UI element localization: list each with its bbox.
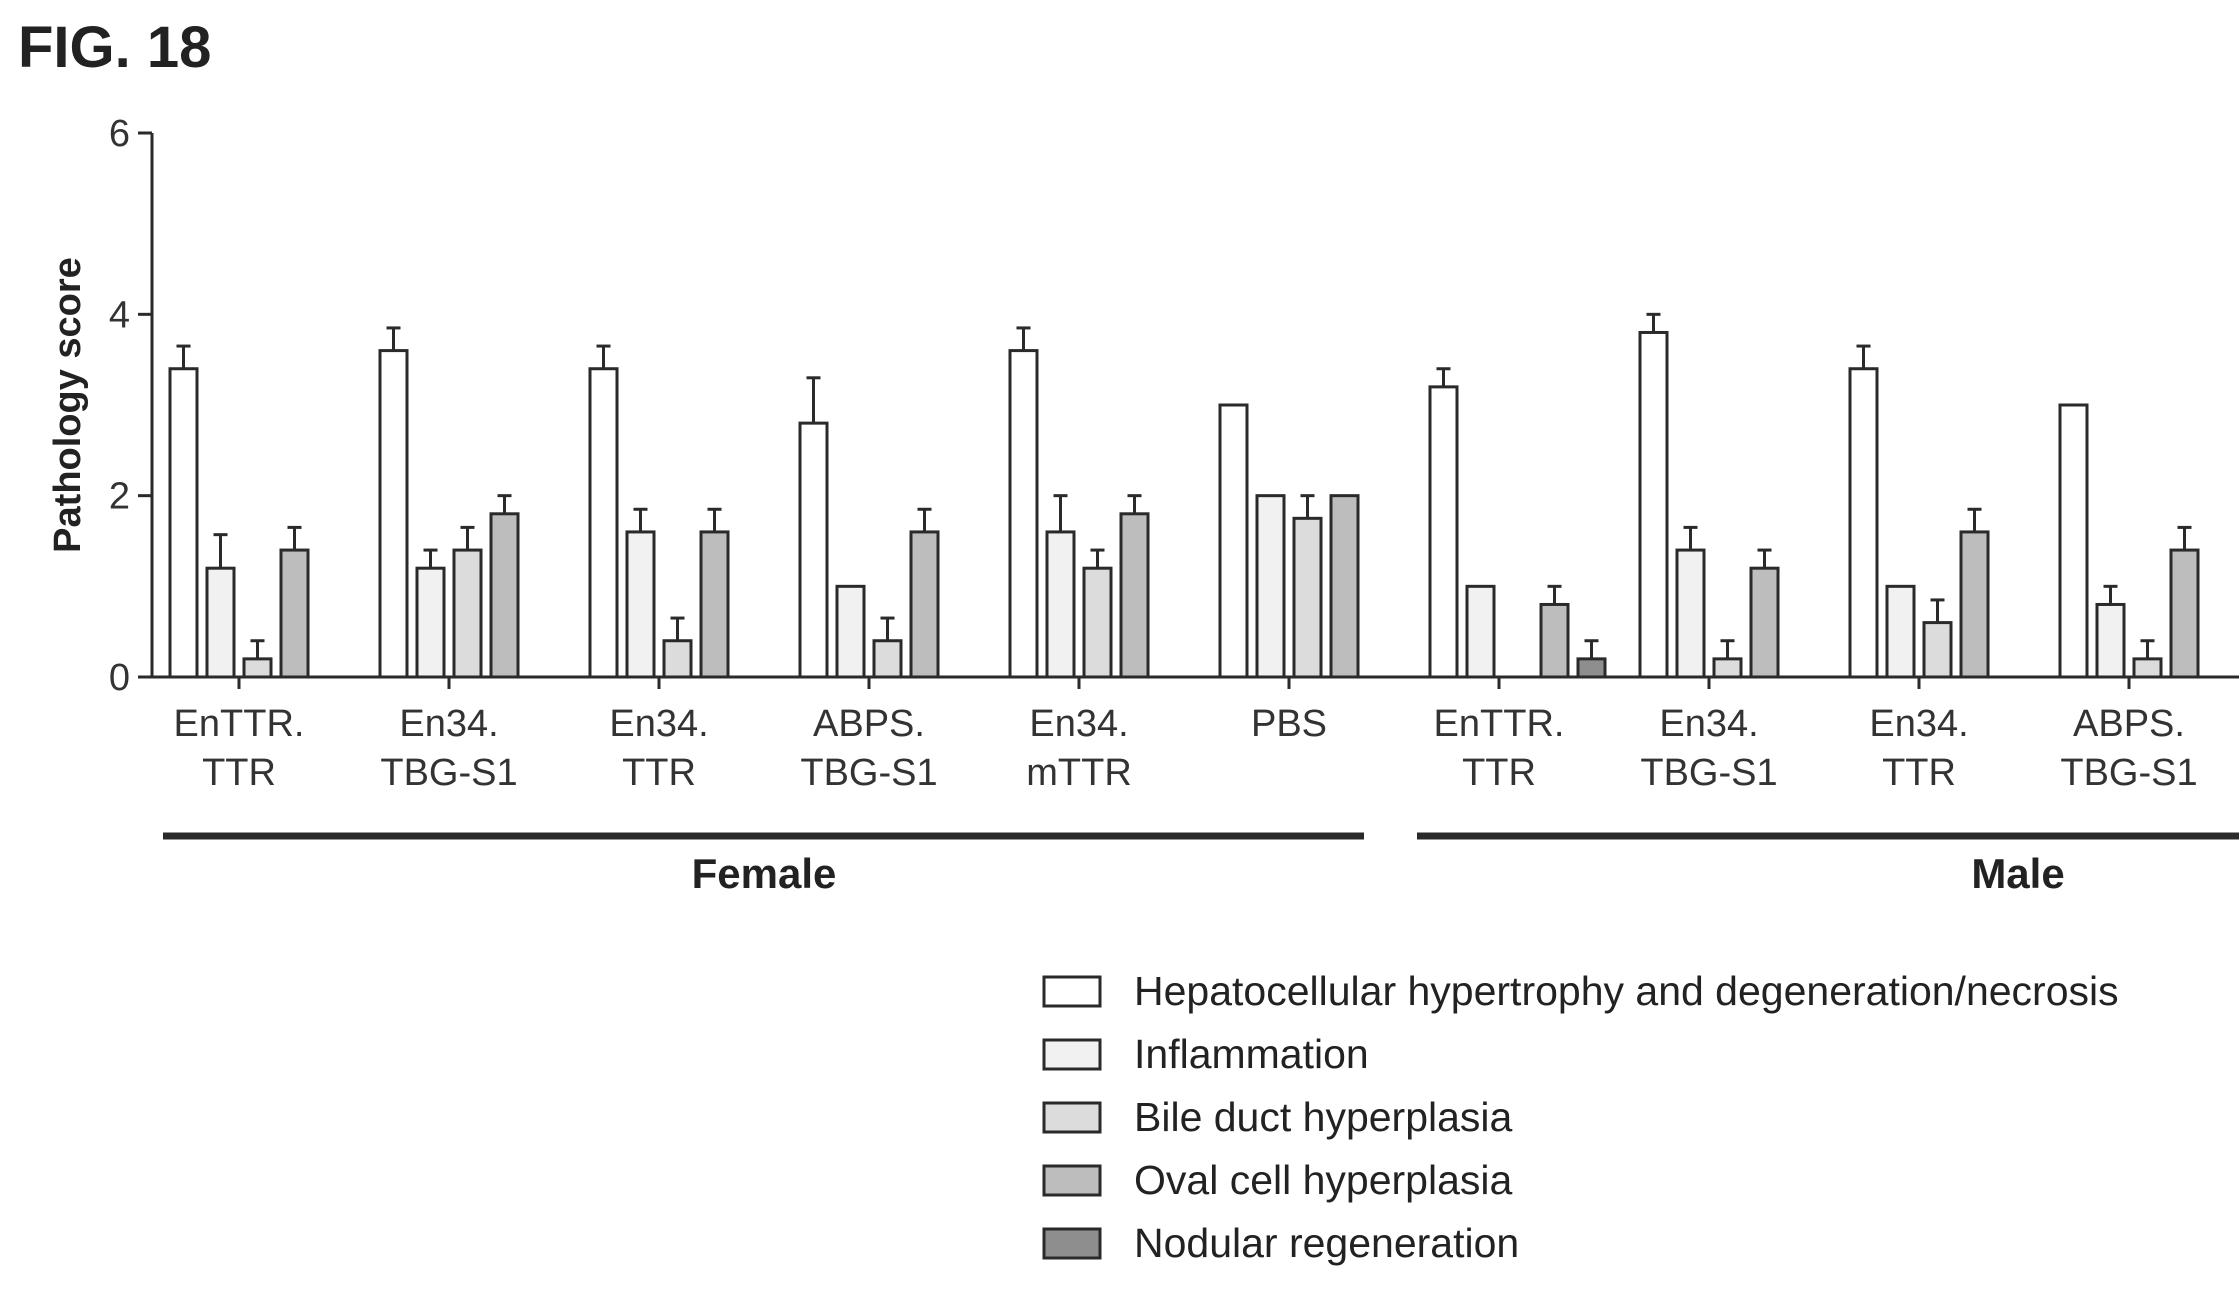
bar [205,566,236,679]
legend-swatch [1042,1227,1102,1260]
group-label: Female [692,850,837,897]
y-tick-label: 6 [109,113,130,155]
bar [909,530,940,679]
category-label: ABPS. [813,703,925,745]
bar [798,421,829,679]
bar [1848,367,1879,679]
category-label: TTR [202,752,276,794]
category-label: En34. [1869,703,1968,745]
category-label: En34. [609,703,708,745]
category-label: En34. [1029,703,1128,745]
category-labels: EnTTR. TTR En34. TBG-S1 En34. TTR ABPS. TBG-S1 E… [174,677,2198,794]
bar [1959,530,1990,679]
bar [2095,602,2126,679]
category-label: TTR [1462,752,1536,794]
legend-swatch [1042,1164,1102,1197]
bar [452,548,483,679]
bar [699,530,730,679]
y-tick-label: 0 [109,657,130,699]
category-label: PBS [1251,703,1327,745]
legend-label: Hepatocellular hypertrophy and degenerat… [1134,968,2119,1014]
bar [835,584,866,679]
bar [1712,657,1743,679]
figure-label: FIG. 18 [18,15,212,80]
bar [625,530,656,679]
bar [378,349,409,679]
category-label: TBG-S1 [1640,752,1777,794]
bar [242,657,273,679]
bar [1638,330,1669,679]
category-label: TTR [1882,752,1956,794]
legend-swatch [1042,975,1102,1008]
bar [1922,621,1953,679]
bar [1885,584,1916,679]
legend: Hepatocellular hypertrophy and degenerat… [1042,968,2119,1266]
y-axis-title: Pathology score [47,257,89,553]
legend-label: Bile duct hyperplasia [1134,1094,1513,1140]
bar [1255,494,1286,679]
bar [415,566,446,679]
bar [2058,403,2089,679]
bar [2132,657,2163,679]
category-label: TBG-S1 [2060,752,2197,794]
category-label: TBG-S1 [800,752,937,794]
bar [168,367,199,679]
bar [1292,516,1323,679]
bar [872,639,903,679]
group-brackets: Female Male [163,832,2239,897]
bar [2169,548,2200,679]
category-label: TBG-S1 [380,752,517,794]
y-tick-label: 2 [109,476,130,518]
bar [1675,548,1706,679]
legend-label: Oval cell hyperplasia [1134,1157,1512,1203]
category-label: ABPS. [2073,703,2185,745]
y-tick-label: 4 [109,294,130,336]
legend-swatch [1042,1101,1102,1134]
bar [662,639,693,679]
bar [588,367,619,679]
group-label: Male [1971,850,2064,897]
category-label: En34. [399,703,498,745]
bar [1082,566,1113,679]
category-label: EnTTR. [174,703,305,745]
category-label: EnTTR. [1434,703,1565,745]
bar [1749,566,1780,679]
bar [279,548,310,679]
legend-label: Nodular regeneration [1134,1220,1519,1266]
bars [168,312,2200,679]
category-label: En34. [1659,703,1758,745]
bar [1119,512,1150,679]
category-label: mTTR [1026,752,1132,794]
legend-label: Inflammation [1134,1031,1369,1077]
bar [1329,494,1360,679]
legend-swatch [1042,1038,1102,1071]
bar [1218,403,1249,679]
category-label: TTR [622,752,696,794]
bar [1465,584,1496,679]
bar [489,512,520,679]
bar [1045,530,1076,679]
bar [1428,385,1459,679]
bar [1576,657,1607,679]
bar [1539,602,1570,679]
bar [1008,349,1039,679]
